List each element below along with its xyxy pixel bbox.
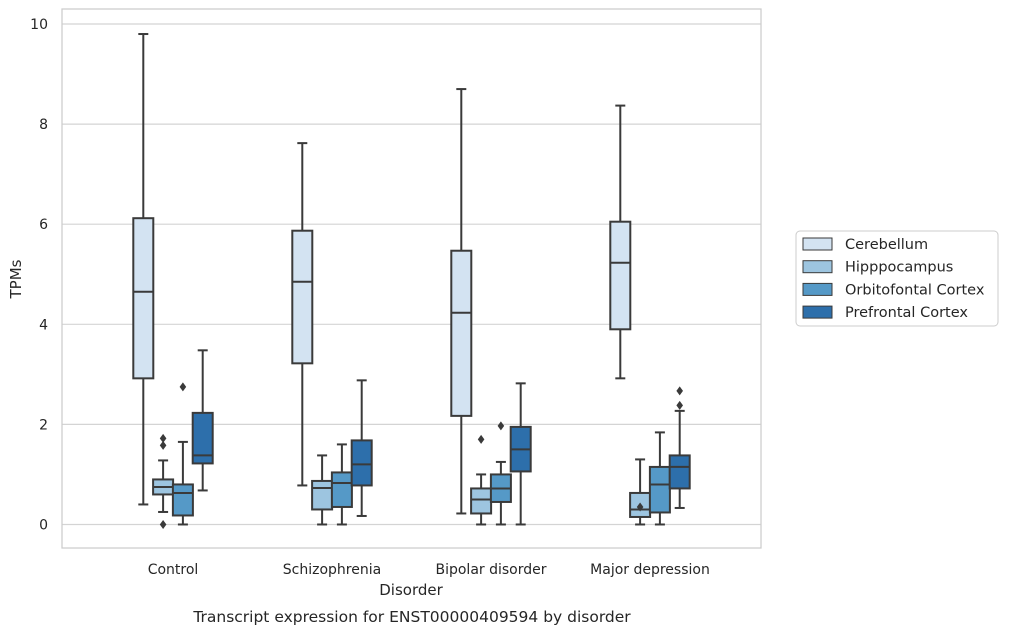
box-3-2 (509, 382, 532, 526)
box-iqr (648, 465, 671, 514)
box-1-0 (152, 433, 175, 529)
outlier-point (159, 433, 167, 443)
box-iqr (330, 471, 353, 508)
box-iqr (171, 483, 194, 517)
outlier-point (676, 386, 683, 396)
legend-swatch (802, 237, 833, 251)
x-tick-label: Control (148, 562, 199, 578)
y-tick-label: 6 (39, 217, 48, 233)
box-0-1 (291, 142, 314, 487)
box-iqr (350, 439, 373, 487)
legend-label: Hipppocampus (845, 260, 953, 276)
box-1-2 (470, 434, 493, 526)
box-2-0 (171, 382, 194, 526)
legend-label: Prefrontal Cortex (845, 305, 968, 321)
legend: Cerebellum Hipppocampus Orbitofontal Corte… (795, 230, 999, 327)
box-iqr (132, 217, 155, 380)
box-3-0 (191, 349, 214, 492)
y-tick-labels: 0 2 4 6 8 10 (30, 17, 48, 533)
y-axis-label: TPMs (7, 259, 25, 299)
y-tick-label: 8 (39, 117, 48, 133)
outlier-point (676, 400, 683, 410)
legend-label: Orbitofontal Cortex (845, 282, 985, 298)
box-iqr (311, 479, 334, 511)
y-tick-label: 2 (39, 417, 48, 433)
box-0-0 (132, 33, 155, 506)
legend-label: Cerebellum (845, 237, 928, 253)
legend-swatch (802, 282, 833, 296)
legend-swatch (802, 260, 833, 274)
legend-swatch (802, 305, 833, 319)
y-tick-label: 10 (30, 17, 48, 33)
box-3-3 (668, 386, 691, 509)
box-iqr (450, 249, 473, 417)
y-tick-label: 4 (39, 317, 48, 333)
box-1-1 (311, 454, 334, 526)
outlier-point (159, 440, 167, 450)
outlier-point (477, 434, 485, 444)
box-3-1 (350, 379, 373, 517)
box-2-2 (489, 421, 512, 526)
legend-frame (795, 230, 999, 327)
x-axis-label: Disorder (379, 581, 443, 599)
x-tick-labels: Control Schizophrenia Bipolar disorder Majo… (148, 562, 710, 578)
x-tick-label: Major depression (590, 562, 710, 578)
box-iqr (291, 229, 314, 365)
box-iqr (609, 220, 632, 331)
plot-frame (61, 8, 762, 549)
grid (62, 23, 761, 526)
box-1-3 (629, 458, 652, 526)
outlier-point (497, 421, 505, 431)
y-tick-label: 0 (39, 517, 48, 533)
x-tick-label: Bipolar disorder (435, 562, 546, 578)
box-0-3 (609, 104, 632, 380)
box-2-1 (330, 443, 353, 526)
x-tick-label: Schizophrenia (283, 562, 381, 578)
outlier-point (159, 519, 167, 529)
box-iqr (470, 487, 493, 515)
box-iqr (668, 454, 691, 490)
chart-caption: Transcript expression for ENST0000040959… (192, 608, 631, 626)
outlier-point (179, 382, 187, 392)
box-0-2 (450, 88, 473, 515)
box-iqr (191, 411, 214, 465)
box-2-3 (648, 431, 671, 526)
boxes (132, 33, 691, 529)
outlier-point (636, 502, 644, 512)
